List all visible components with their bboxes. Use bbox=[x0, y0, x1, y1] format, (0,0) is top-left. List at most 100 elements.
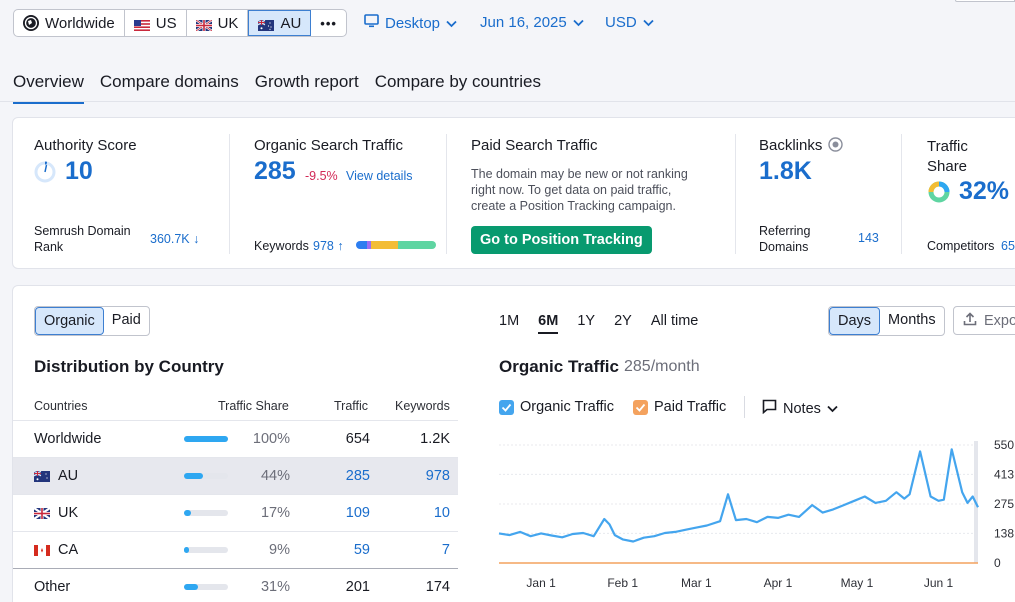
referring-domains-label: Referring Domains bbox=[759, 224, 811, 254]
date-label: Jun 16, 2025 bbox=[480, 14, 567, 31]
date-dropdown[interactable]: Jun 16, 2025 bbox=[480, 14, 584, 31]
traffic-share-value: 17% bbox=[260, 505, 290, 521]
device-label: Desktop bbox=[385, 14, 441, 32]
legend-organic[interactable]: Organic Traffic bbox=[499, 399, 614, 415]
tab-overview[interactable]: Overview bbox=[13, 72, 84, 104]
tabs-divider bbox=[0, 101, 1015, 102]
divider bbox=[901, 134, 902, 254]
keywords-value[interactable]: 978 ↑ bbox=[313, 239, 344, 253]
traffic-share-bar bbox=[184, 436, 228, 442]
keywords-value[interactable]: 7 bbox=[441, 542, 450, 558]
y-tick-label: 275 bbox=[994, 497, 1014, 511]
view-details-link[interactable]: View details bbox=[346, 169, 413, 183]
col-keywords[interactable]: Keywords bbox=[395, 399, 450, 413]
traffic-value[interactable]: 59 bbox=[353, 542, 370, 558]
referring-domains-value[interactable]: 143 bbox=[858, 231, 879, 245]
authority-score-title[interactable]: Authority Score bbox=[34, 137, 137, 154]
notes-dropdown[interactable]: Notes bbox=[762, 399, 838, 418]
keywords-value[interactable]: 978 bbox=[425, 468, 450, 484]
db-worldwide-button[interactable]: Worldwide bbox=[14, 10, 125, 36]
traffic-share-bar bbox=[184, 473, 228, 479]
paid-traffic-message: The domain may be new or not ranking rig… bbox=[471, 167, 688, 213]
backlinks-title[interactable]: Backlinks bbox=[759, 137, 823, 154]
keywords-distribution-bar bbox=[356, 241, 436, 249]
desktop-icon bbox=[364, 14, 379, 32]
currency-dropdown[interactable]: USD bbox=[605, 14, 654, 31]
distribution-table: Worldwide 100% 654 1.2K AU 44% 285 978 UK 17% 109 1… bbox=[13, 420, 458, 602]
organic-traffic-chart[interactable]: 550 413 275 138 0 Jan 1 Feb 1 Mar 1 Apr 1 May 1 Ju… bbox=[483, 431, 1015, 596]
go-to-position-tracking-button[interactable]: Go to Position Tracking bbox=[471, 226, 652, 254]
months-button[interactable]: Months bbox=[888, 312, 936, 328]
info-icon[interactable] bbox=[828, 137, 843, 157]
period-6m[interactable]: 6M bbox=[538, 313, 559, 334]
ca-flag-icon bbox=[34, 544, 50, 556]
country-cell: UK bbox=[33, 505, 78, 521]
period-all-time[interactable]: All time bbox=[650, 313, 699, 329]
organic-traffic-value[interactable]: 285 bbox=[254, 157, 296, 185]
device-dropdown[interactable]: Desktop bbox=[364, 14, 457, 32]
traffic-share-bar bbox=[184, 547, 228, 553]
traffic-share-bar-fill bbox=[184, 510, 192, 516]
period-1y[interactable]: 1Y bbox=[577, 313, 596, 329]
legend-divider bbox=[744, 396, 745, 418]
partial-button bbox=[955, 0, 1015, 2]
chevron-down-icon bbox=[573, 14, 584, 31]
organic-toggle-button[interactable]: Organic bbox=[35, 307, 104, 335]
table-row[interactable]: AU 44% 285 978 bbox=[13, 457, 458, 494]
tab-compare-domains[interactable]: Compare domains bbox=[99, 72, 239, 91]
country-name: Worldwide bbox=[34, 431, 102, 447]
tab-growth-report[interactable]: Growth report bbox=[254, 72, 359, 91]
traffic-value[interactable]: 285 bbox=[345, 468, 370, 484]
metrics-card: Authority Score 10 Semrush Domain Rank 3… bbox=[12, 117, 1015, 269]
organic-traffic-line bbox=[498, 448, 979, 543]
backlinks-value[interactable]: 1.8K bbox=[759, 157, 812, 185]
more-icon: ••• bbox=[320, 15, 337, 31]
db-uk-button[interactable]: UK bbox=[187, 10, 249, 36]
traffic-card: Organic Paid Distribution by Country Cou… bbox=[12, 285, 1015, 602]
table-row[interactable]: Other 31% 201 174 bbox=[13, 568, 458, 602]
domain-rank-value[interactable]: 360.7K ↓ bbox=[150, 232, 200, 246]
days-button[interactable]: Days bbox=[829, 307, 881, 335]
divider bbox=[446, 134, 447, 254]
legend-paid[interactable]: Paid Traffic bbox=[633, 399, 726, 415]
traffic-share-title: Traffic Share bbox=[927, 138, 968, 175]
table-row[interactable]: CA 9% 59 7 bbox=[13, 531, 458, 568]
traffic-share-value: 44% bbox=[260, 468, 290, 484]
traffic-share-donut-icon bbox=[927, 180, 951, 209]
competitors-value[interactable]: 65 bbox=[1001, 239, 1015, 253]
keywords-value: 174 bbox=[425, 579, 450, 595]
chevron-down-icon bbox=[446, 15, 457, 32]
country-cell: Worldwide bbox=[34, 431, 101, 447]
col-traffic-share[interactable]: Traffic Share bbox=[218, 399, 289, 413]
table-row[interactable]: UK 17% 109 10 bbox=[13, 494, 458, 531]
traffic-value: 201 bbox=[345, 579, 370, 595]
traffic-share-bar bbox=[184, 510, 228, 516]
x-tick-label: Apr 1 bbox=[764, 576, 793, 590]
legend-organic-label: Organic Traffic bbox=[520, 399, 615, 415]
period-2y[interactable]: 2Y bbox=[614, 313, 632, 329]
traffic-share-bar bbox=[184, 584, 228, 590]
traffic-share-bar-fill bbox=[184, 436, 228, 442]
tab-compare-by-countries[interactable]: Compare by countries bbox=[374, 72, 542, 91]
db-us-button[interactable]: US bbox=[125, 10, 187, 36]
keywords-value[interactable]: 10 bbox=[433, 505, 450, 521]
export-button[interactable]: Expo bbox=[953, 306, 1015, 335]
paid-toggle-button[interactable]: Paid bbox=[111, 312, 141, 328]
traffic-share-value: 9% bbox=[269, 542, 290, 558]
paid-traffic-title: Paid Search Traffic bbox=[471, 137, 598, 154]
more-databases-button[interactable]: ••• bbox=[311, 10, 346, 36]
divider bbox=[229, 134, 230, 254]
notes-icon bbox=[762, 399, 777, 418]
authority-score-value[interactable]: 10 bbox=[65, 157, 93, 185]
col-traffic[interactable]: Traffic bbox=[334, 399, 369, 413]
period-1m[interactable]: 1M bbox=[499, 313, 520, 329]
x-tick-label: May 1 bbox=[841, 576, 874, 590]
keywords-label: Keywords bbox=[254, 239, 309, 253]
table-row[interactable]: Worldwide 100% 654 1.2K bbox=[13, 420, 458, 457]
traffic-chart-title: Organic Traffic bbox=[499, 357, 619, 376]
organic-paid-toggle: Organic Paid bbox=[34, 306, 150, 336]
traffic-value[interactable]: 109 bbox=[345, 505, 370, 521]
organic-traffic-title[interactable]: Organic Search Traffic bbox=[254, 137, 403, 154]
period-selector: 1M 6M 1Y 2Y All time bbox=[499, 313, 698, 334]
db-au-button[interactable]: AU bbox=[248, 10, 312, 36]
